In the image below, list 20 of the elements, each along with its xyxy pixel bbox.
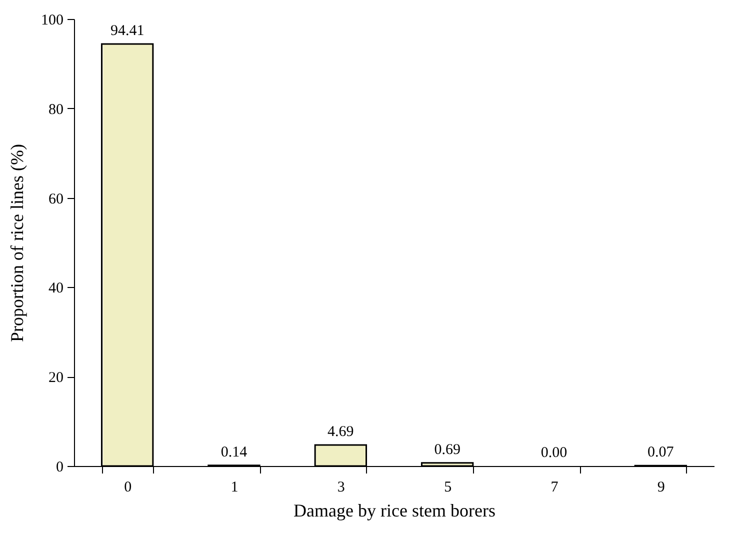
y-tick-label: 100 [41, 12, 64, 28]
x-tick-label: 9 [657, 480, 665, 496]
y-axis-title: Proportion of rice lines (%) [7, 144, 27, 342]
data-label: 0.00 [540, 445, 568, 461]
x-tick-label: 3 [337, 480, 345, 496]
y-tick-label: 0 [56, 460, 64, 476]
x-axis-title: Damage by rice stem borers [294, 500, 496, 520]
x-tick-label: 5 [444, 480, 452, 496]
y-tick-label: 60 [48, 191, 64, 208]
y-tick-label: 80 [48, 102, 64, 118]
x-tick-label: 0 [124, 480, 132, 496]
x-tick-label: 1 [230, 480, 238, 496]
data-label: 4.69 [328, 424, 354, 440]
data-label: 0.69 [434, 442, 460, 458]
y-tick-label: 20 [48, 370, 64, 386]
data-label: 0.14 [220, 444, 248, 460]
data-label: 94.41 [110, 22, 144, 39]
data-label: 0.07 [648, 444, 674, 461]
x-tick-label: 7 [550, 480, 559, 496]
y-tick-label: 40 [48, 280, 64, 297]
